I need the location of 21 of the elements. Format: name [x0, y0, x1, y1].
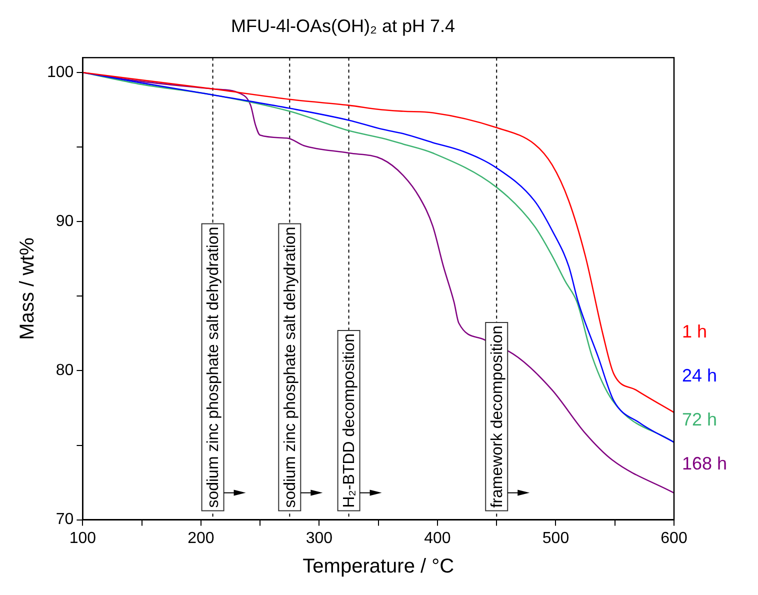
text: 1 h — [682, 322, 708, 342]
y-tick-label: 100 — [46, 64, 74, 81]
chart-title: MFU-4l-OAs(OH)₂ at pH 7.4 — [230, 16, 456, 36]
ref-line-label: framework decomposition — [489, 326, 506, 508]
y-tick-label: 70 — [56, 511, 74, 528]
x-axis-title: Temperature / °C — [302, 556, 454, 578]
x-tick-label: 500 — [542, 530, 570, 547]
ref-line-label: H₂-BTDD decomposition — [341, 334, 358, 508]
ref-line-label: sodium zinc phosphate salt dehydration — [282, 226, 300, 508]
series-label: 168 h — [682, 454, 728, 474]
y-tick-label: 90 — [56, 213, 74, 230]
y-tick-label: 80 — [56, 362, 74, 380]
x-tick-label: 300 — [306, 530, 333, 547]
x-tick-label: 200 — [188, 530, 214, 547]
x-tick-label: 600 — [660, 530, 688, 547]
x-tick-label: 100 — [69, 530, 96, 547]
y-axis-title: Mass / wt% — [16, 237, 39, 340]
x-tick-label: 400 — [424, 530, 451, 547]
ref-line-label: sodium zinc phosphate salt dehydration — [205, 226, 222, 508]
text: 24 h — [682, 366, 718, 386]
series-label: 72 h — [682, 410, 718, 430]
